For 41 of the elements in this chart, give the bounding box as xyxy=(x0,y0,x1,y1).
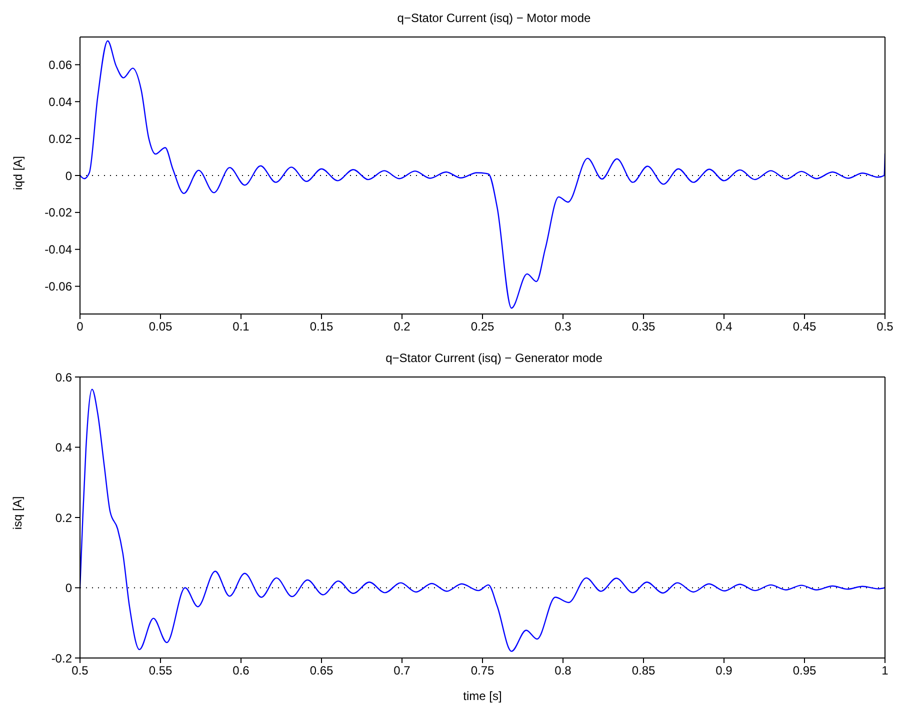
x-tick-label: 0.75 xyxy=(470,664,494,678)
x-tick-label: 0.55 xyxy=(148,664,172,678)
x-axis-title: time [s] xyxy=(463,689,502,703)
x-tick-label: 1 xyxy=(882,664,889,678)
y-tick-label: 0 xyxy=(65,168,72,183)
y-tick-label: -0.2 xyxy=(51,651,72,666)
y-tick-label: 0.2 xyxy=(55,510,72,525)
chart-title: q−Stator Current (isq) − Generator mode xyxy=(384,350,604,367)
x-tick-label: 0.3 xyxy=(554,320,572,334)
y-tick-label: 0.04 xyxy=(48,94,72,109)
x-tick-label: 0.6 xyxy=(232,664,250,678)
x-tick-label: 0.4 xyxy=(716,320,733,334)
line-series xyxy=(80,388,885,652)
x-tick-label: 0.25 xyxy=(470,320,494,334)
x-tick-label: 0.15 xyxy=(310,320,334,334)
x-tick-label: 0.5 xyxy=(72,664,89,678)
chart-title: q−Stator Current (isq) − Motor mode xyxy=(396,10,592,27)
line-series xyxy=(80,40,885,309)
y-axis-title: isq [A] xyxy=(11,496,26,530)
x-tick-label: 0.85 xyxy=(632,664,656,678)
y-tick-label: -0.04 xyxy=(44,242,72,257)
x-tick-label: 0.45 xyxy=(792,320,816,334)
y-axis-title: iqd [A] xyxy=(11,156,25,190)
x-tick-label: 0 xyxy=(76,320,84,334)
x-tick-label: 0.2 xyxy=(394,320,411,334)
x-tick-label: 0.05 xyxy=(148,320,172,334)
y-tick-label: 0.4 xyxy=(55,440,72,455)
x-tick-label: 0.35 xyxy=(632,320,656,334)
x-tick-label: 0.8 xyxy=(554,664,572,678)
x-tick-label: 0.7 xyxy=(394,664,411,678)
y-tick-label: 0.02 xyxy=(48,132,72,146)
x-tick-label: 0.65 xyxy=(310,664,334,678)
y-tick-label: -0.02 xyxy=(44,206,72,220)
x-tick-label: 0.95 xyxy=(792,664,816,678)
x-tick-label: 0.9 xyxy=(716,664,733,678)
y-tick-label: -0.06 xyxy=(44,280,72,294)
y-tick-label: 0.6 xyxy=(55,370,72,384)
y-tick-label: 0.06 xyxy=(48,58,72,72)
y-tick-label: 0 xyxy=(65,581,72,596)
x-tick-label: 0.5 xyxy=(876,320,894,334)
x-tick-label: 0.1 xyxy=(232,320,250,334)
